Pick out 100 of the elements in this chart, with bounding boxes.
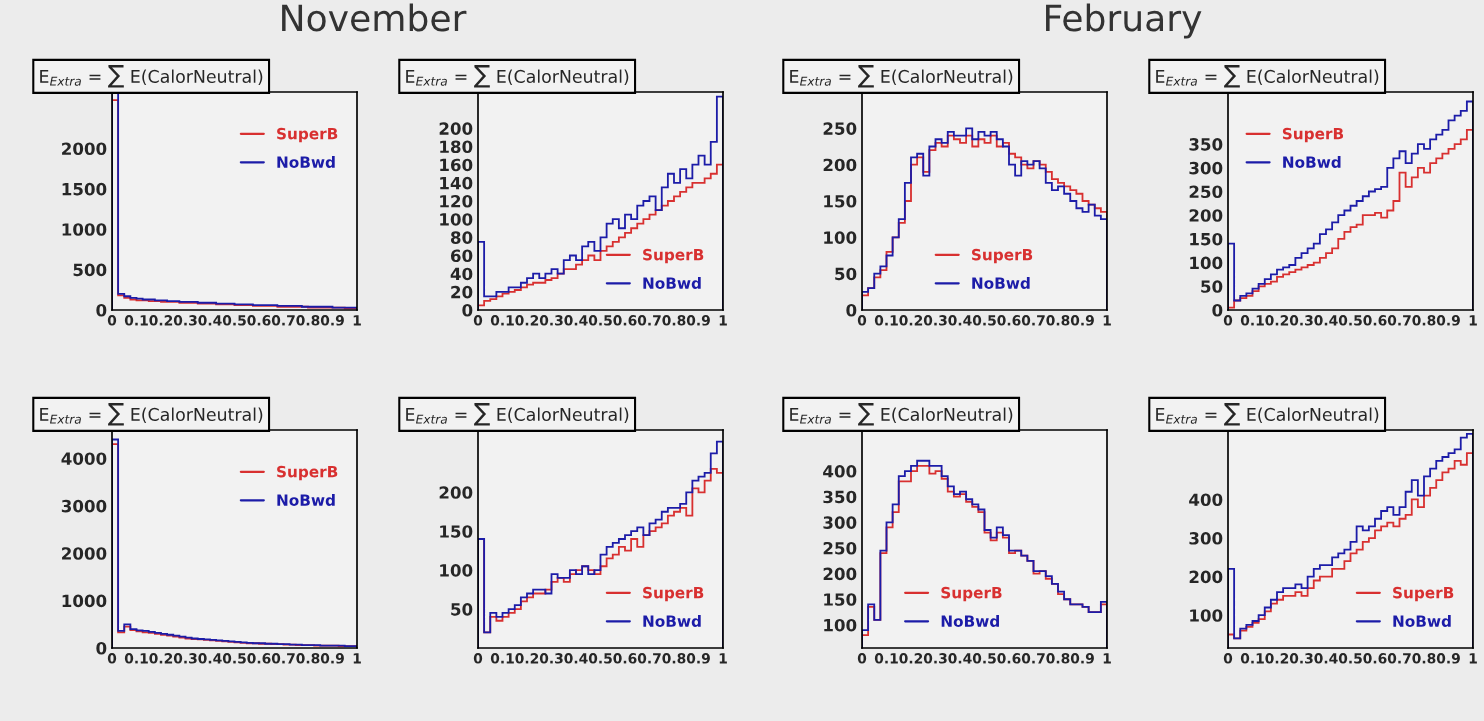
x-tick-label: 1 [1469,653,1477,664]
x-tick-label: 0.2 [899,653,923,664]
y-tick-label: 150 [440,525,473,538]
series-label: SuperB [941,586,1002,602]
x-tick-label: 0.2 [515,315,539,326]
x-tick-label: 0.5 [972,653,996,664]
x-tick-label: 0.4 [198,315,222,326]
series-label: SuperB [643,248,704,264]
y-tick-label: 1000 [62,223,107,236]
y-tick-label: 140 [440,176,473,190]
y-tick-label: 100 [440,564,473,577]
x-tick-label: 0.4 [1314,653,1338,664]
x-tick-label: 0.3 [1289,653,1313,664]
x-tick-label: 1 [1103,315,1111,326]
y-tick-label: 100 [1190,256,1223,270]
y-tick-label: 100 [1190,609,1223,622]
x-tick-label: 0.8 [1412,315,1436,326]
x-tick-label: 0.3 [539,315,563,326]
x-tick-label: 0.9 [1070,315,1094,326]
x-tick-label: 1 [719,653,727,664]
x-tick-label: 0 [857,315,867,326]
x-tick-label: 0.2 [1265,315,1289,326]
y-tick-label: 0 [462,303,473,317]
y-tick-label: 0 [846,303,857,317]
x-tick-label: 1 [1103,653,1111,664]
x-tick-label: 0.8 [1046,653,1070,664]
x-tick-label: 0.5 [588,315,612,326]
legend-label: NoBwd [277,494,335,506]
x-tick-label: 0.1 [124,315,148,326]
chart-title: E$_{Extra}$ = ∑ E(CalorNeutral) [406,403,629,426]
x-tick-label: 0.9 [1436,315,1460,326]
x-tick-label: 0.1 [874,315,898,326]
x-tick-label: 0.8 [296,653,320,664]
y-tick-label: 0 [96,641,107,655]
y-tick-label: 500 [73,263,107,277]
x-tick-label: 0 [107,653,117,664]
x-tick-label: 0.2 [149,315,173,326]
series-label: SuperB [1393,586,1454,602]
x-tick-label: 0.5 [222,315,246,326]
y-tick-label: 250 [823,541,857,555]
x-tick-label: 0.7 [271,315,295,326]
y-tick-label: 4000 [61,452,107,465]
y-tick-label: 200 [1189,209,1223,222]
x-tick-label: 0.3 [173,653,197,664]
x-tick-label: 1 [719,315,727,326]
y-tick-label: 120 [440,194,473,208]
y-tick-label: 200 [1189,570,1223,584]
y-tick-label: 0 [96,303,107,317]
y-tick-label: 0 [1212,303,1223,317]
x-tick-label: 0.7 [637,653,661,664]
y-tick-label: 200 [823,158,857,172]
x-tick-label: 0.3 [923,315,947,326]
x-tick-label: 0.9 [1436,653,1460,664]
legend-label: NoBwd [277,156,335,168]
x-tick-label: 0.5 [588,653,612,664]
legend-label: NoBwd [1283,156,1341,168]
chart-title: E$_{Extra}$ = ∑ E(CalorNeutral) [40,65,263,88]
y-tick-label: 50 [1201,280,1223,293]
y-tick-label: 150 [824,194,857,208]
y-tick-label: 80 [450,231,473,244]
series-label: NoBwd [972,277,1030,289]
x-tick-label: 0.9 [686,653,710,664]
series-label: NoBwd [1393,615,1451,627]
x-tick-label: 0.9 [1070,653,1094,664]
y-tick-label: 150 [1190,232,1223,246]
x-tick-label: 0 [107,315,117,326]
x-tick-label: 0.1 [874,653,898,664]
x-tick-label: 0.7 [1387,315,1411,326]
y-tick-label: 250 [823,122,857,135]
series-label: NoBwd [941,615,999,627]
x-tick-label: 0.8 [296,315,320,326]
x-tick-label: 0.6 [997,653,1021,664]
y-tick-label: 300 [823,516,857,529]
y-tick-label: 400 [823,465,857,478]
x-tick-label: 0.4 [948,653,972,664]
chart-title: E$_{Extra}$ = ∑ E(CalorNeutral) [40,403,263,426]
x-tick-label: 0.7 [637,315,661,326]
x-tick-label: 0.1 [1240,653,1264,664]
chart-title: E$_{Extra}$ = ∑ E(CalorNeutral) [790,403,1013,426]
x-tick-label: 0.3 [1289,315,1313,326]
x-tick-label: 0.8 [662,653,686,664]
y-tick-label: 150 [824,593,857,606]
x-tick-label: 0.7 [1021,315,1045,326]
chart-title: E$_{Extra}$ = ∑ E(CalorNeutral) [1156,403,1379,426]
x-tick-label: 0.6 [613,315,637,326]
y-tick-label: 2000 [62,142,107,156]
y-tick-label: 350 [1189,138,1223,151]
y-tick-label: 60 [450,249,473,263]
y-tick-label: 300 [1189,161,1223,175]
y-tick-label: 100 [824,618,857,632]
x-tick-label: 0.7 [1021,653,1045,664]
legend-label: SuperB [277,465,338,481]
y-tick-label: 50 [451,603,473,616]
x-tick-label: 0.1 [124,653,148,664]
x-tick-label: 0.4 [198,653,222,664]
y-tick-label: 300 [1189,532,1223,545]
x-tick-label: 0.6 [1363,653,1387,664]
y-tick-label: 1500 [62,182,107,196]
x-tick-label: 0.2 [149,653,173,664]
x-tick-label: 0.9 [320,315,344,326]
